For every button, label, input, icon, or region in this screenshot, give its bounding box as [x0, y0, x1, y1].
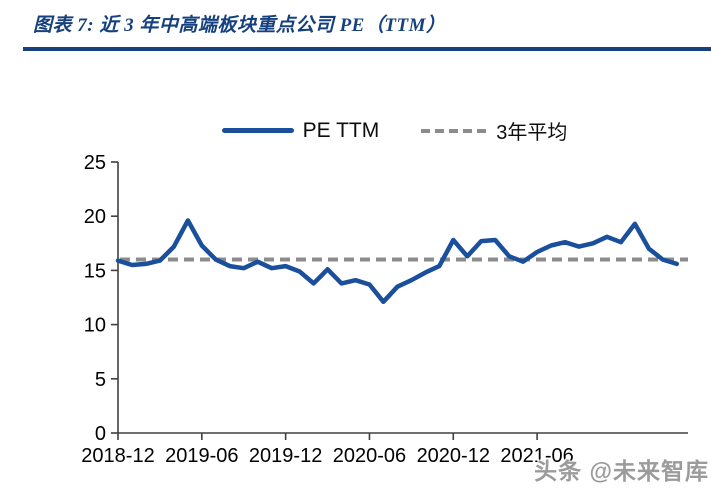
- y-tick-label: 20: [84, 206, 106, 228]
- pe-ttm-series-line: [115, 218, 680, 305]
- header-rule: [23, 47, 711, 51]
- y-tick-label: 25: [84, 152, 106, 174]
- y-tick-label: 0: [95, 423, 106, 445]
- legend-item-3yr-average: 3年平均: [421, 116, 567, 145]
- y-tick-label: 10: [84, 315, 106, 337]
- x-tick-label: 2020-06: [333, 445, 406, 467]
- y-tick-label: 5: [95, 369, 106, 391]
- x-tick-label: 2019-12: [249, 445, 322, 467]
- y-tick-label: 15: [84, 260, 106, 282]
- watermark: 头条 @未来智库: [534, 458, 709, 484]
- figure-title: 图表 7: 近 3 年中高端板块重点公司 PE（TTM）: [33, 15, 446, 36]
- average-dash-swatch: [421, 128, 488, 133]
- axis-lines: [117, 162, 688, 434]
- legend-item-pe-ttm: PE TTM: [221, 118, 380, 143]
- chart-legend: PE TTM 3年平均: [0, 116, 711, 145]
- x-tick-label: 2020-12: [417, 445, 490, 467]
- average-legend-label: 3年平均: [496, 122, 568, 144]
- x-tick-label: 2021-06: [500, 445, 573, 467]
- x-tick-label: 2018-12: [81, 445, 154, 467]
- pe-ttm-line-swatch: [221, 128, 294, 133]
- pe-ttm-legend-label: PE TTM: [302, 118, 380, 142]
- x-tick-label: 2019-06: [165, 445, 238, 467]
